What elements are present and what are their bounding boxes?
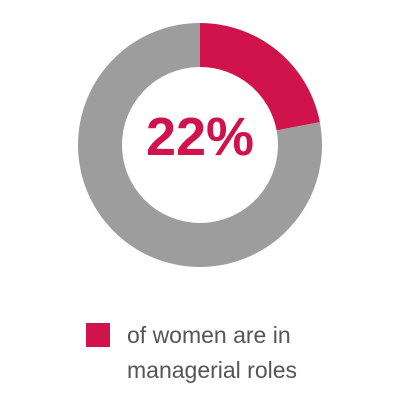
center-label: 22%	[146, 107, 254, 167]
legend-swatch	[86, 323, 110, 347]
legend-label: of women are in managerial roles	[127, 322, 298, 383]
donut-segment	[200, 23, 320, 131]
donut-segment	[78, 22, 322, 268]
